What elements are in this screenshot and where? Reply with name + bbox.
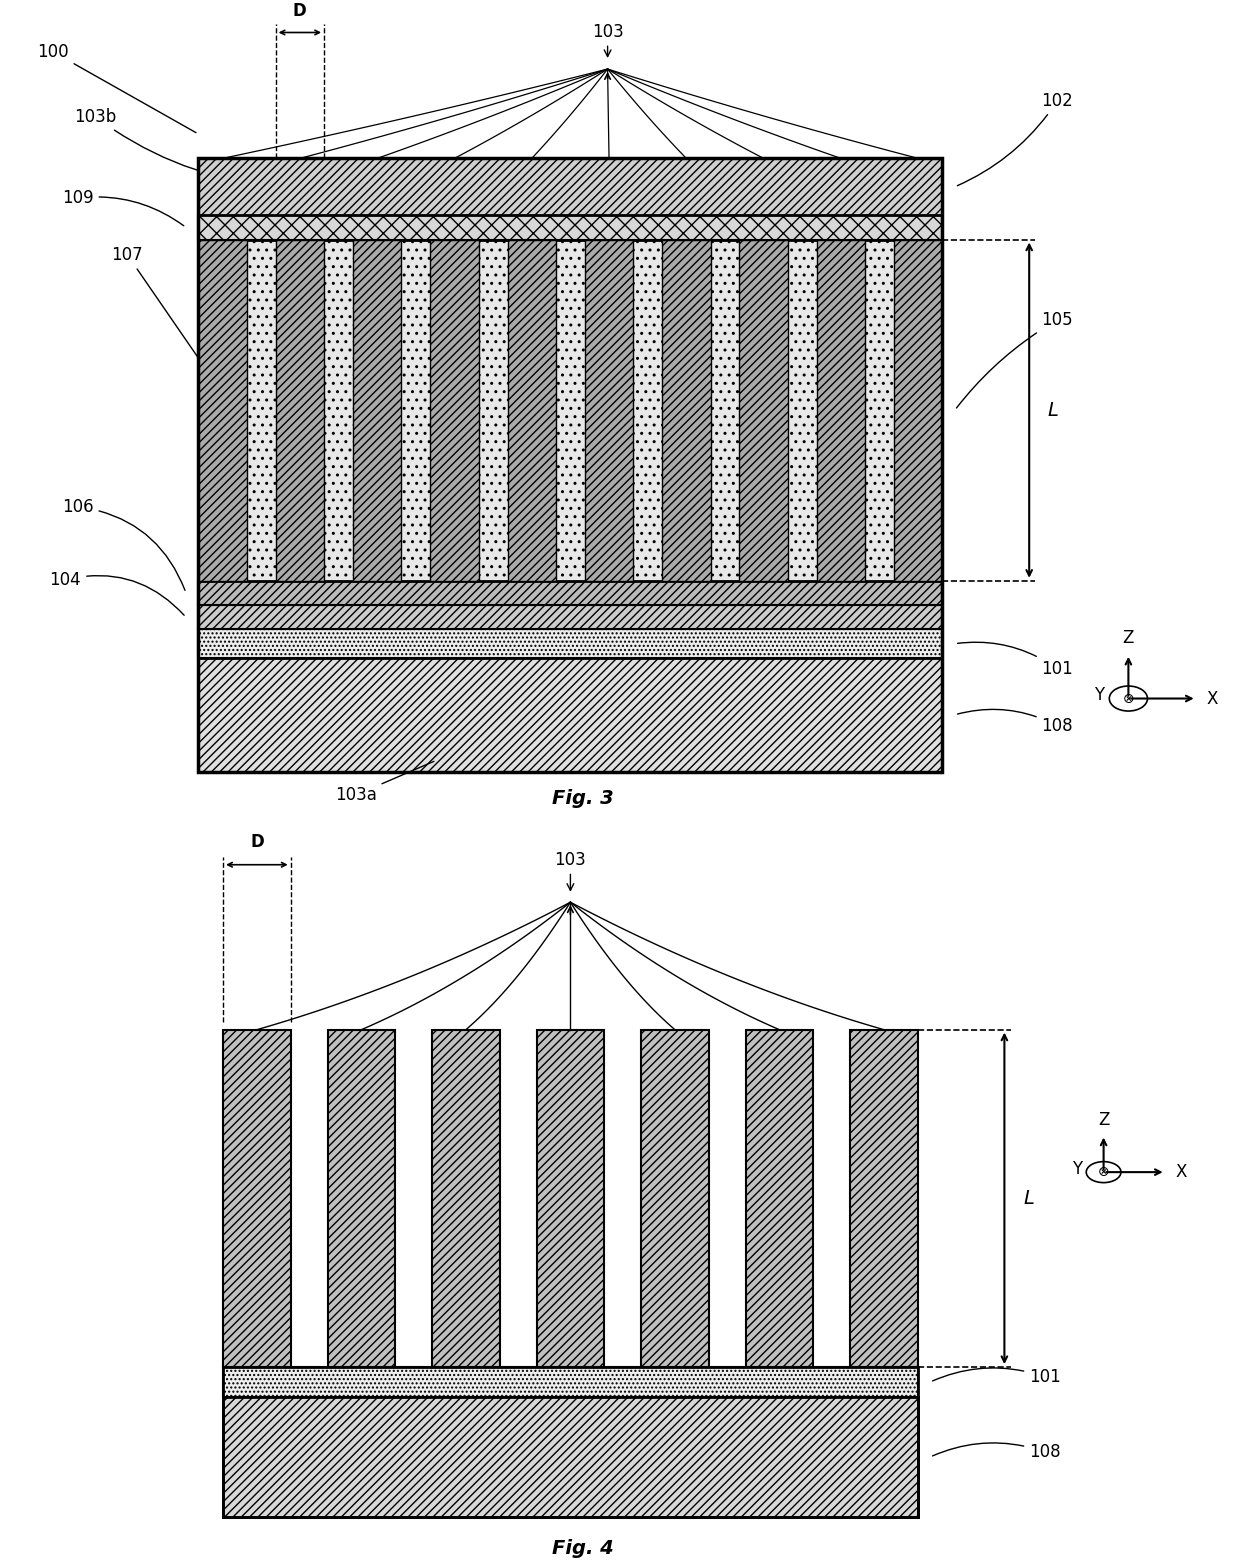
Bar: [223, 1396, 918, 1517]
Text: ⊗: ⊗: [1122, 692, 1135, 706]
Bar: [739, 239, 787, 581]
Bar: [198, 658, 942, 772]
Bar: [275, 239, 324, 581]
Bar: [198, 158, 942, 216]
Bar: [585, 239, 634, 581]
Text: 104: 104: [50, 570, 184, 615]
Text: D: D: [293, 2, 306, 20]
Text: X: X: [1207, 689, 1218, 708]
Bar: [641, 1029, 708, 1367]
Bar: [223, 1367, 918, 1396]
Text: Y: Y: [1071, 1161, 1081, 1178]
Text: L: L: [1048, 401, 1059, 420]
Text: Fig. 4: Fig. 4: [552, 1539, 614, 1559]
Bar: [430, 239, 479, 581]
Bar: [198, 239, 247, 581]
Bar: [198, 581, 942, 604]
Text: 105: 105: [956, 311, 1074, 408]
Text: 101: 101: [957, 642, 1074, 678]
Bar: [198, 239, 942, 581]
Text: 103b: 103b: [74, 108, 283, 186]
Text: Z: Z: [1122, 629, 1135, 647]
Text: 101: 101: [932, 1368, 1061, 1385]
Bar: [198, 216, 942, 239]
Text: X: X: [1176, 1164, 1187, 1181]
Text: 108: 108: [957, 709, 1074, 736]
Bar: [851, 1029, 918, 1367]
Text: 103a: 103a: [335, 761, 434, 804]
Bar: [223, 1029, 290, 1367]
Text: Y: Y: [1095, 686, 1105, 704]
Bar: [198, 604, 942, 629]
Text: 108: 108: [932, 1443, 1061, 1460]
Text: 107: 107: [112, 245, 221, 389]
Text: Z: Z: [1097, 1111, 1110, 1129]
Bar: [223, 1367, 918, 1517]
Bar: [198, 158, 942, 772]
Bar: [537, 1029, 604, 1367]
Text: ⊗: ⊗: [1097, 1165, 1110, 1179]
Text: 100: 100: [37, 42, 196, 133]
Text: L: L: [1023, 1189, 1034, 1207]
Text: 103: 103: [591, 22, 624, 56]
Text: Fig. 3: Fig. 3: [552, 789, 614, 808]
Text: 106: 106: [62, 498, 185, 590]
Bar: [327, 1029, 396, 1367]
Bar: [507, 239, 556, 581]
Bar: [745, 1029, 813, 1367]
Text: 109: 109: [62, 189, 184, 226]
Bar: [894, 239, 942, 581]
Bar: [817, 239, 866, 581]
Bar: [662, 239, 711, 581]
Bar: [353, 239, 402, 581]
Text: 103: 103: [554, 851, 587, 890]
Bar: [433, 1029, 500, 1367]
Bar: [198, 629, 942, 658]
Text: D: D: [250, 833, 264, 851]
Text: 102: 102: [957, 92, 1074, 186]
